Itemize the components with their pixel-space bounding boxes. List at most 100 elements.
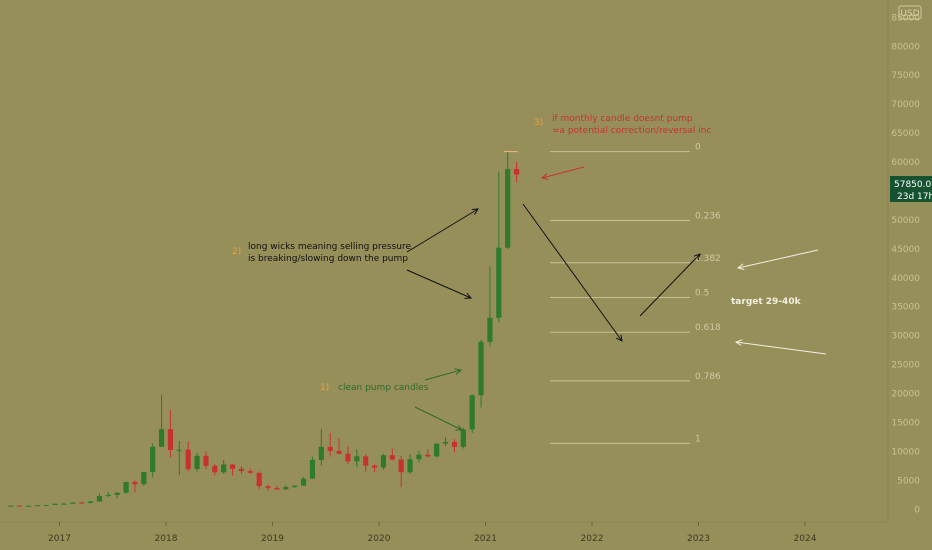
candle-body <box>256 472 262 487</box>
x-tick-label: 2021 <box>474 534 497 544</box>
candle-body <box>274 487 280 490</box>
candle-body <box>185 449 191 470</box>
fib-level-label: 0.786 <box>695 372 721 382</box>
annotation-3-line1: if monthly candle doesnt pump <box>552 114 693 124</box>
y-tick-label: 20000 <box>891 390 920 400</box>
currency-badge-label: USD <box>900 9 919 19</box>
y-tick-label: 5000 <box>897 476 920 486</box>
candle-body <box>398 459 404 473</box>
x-tick-label: 2017 <box>48 534 71 544</box>
candle-body <box>87 501 94 504</box>
candle-body <box>469 395 475 430</box>
annotation-arrows <box>406 166 827 430</box>
fib-level-label: 0.5 <box>695 288 709 298</box>
candle-body <box>70 502 76 504</box>
candle-body <box>221 464 227 473</box>
y-tick-label: 0 <box>914 505 920 515</box>
x-tick-label: 2022 <box>581 534 604 544</box>
annotation-3-number: 3) <box>534 118 543 128</box>
current-price: 57850.0 <box>894 180 931 190</box>
y-tick-label: 70000 <box>891 100 920 110</box>
candle-body <box>434 443 440 457</box>
candle-body <box>505 169 511 248</box>
candle-body <box>327 446 333 451</box>
candle-body <box>478 341 484 396</box>
y-tick-label: 80000 <box>891 42 920 52</box>
annotation-1-text: clean pump candles <box>338 383 429 393</box>
currency-badge[interactable] <box>898 5 922 20</box>
candle-body <box>43 505 49 507</box>
target-label: target 29-40k <box>731 297 802 307</box>
price-tag <box>890 176 932 202</box>
x-tick-label: 2020 <box>368 534 391 544</box>
x-tick-label: 2018 <box>155 534 178 544</box>
x-tick-label: 2023 <box>687 534 710 544</box>
arrow-to-0618 <box>736 342 827 355</box>
candle-body <box>212 465 218 473</box>
y-tick-label: 75000 <box>891 71 920 81</box>
candle-body <box>8 505 14 507</box>
candle-body <box>229 464 236 469</box>
candle-body <box>238 468 245 472</box>
candle-body <box>132 481 138 485</box>
candle-body <box>318 446 324 460</box>
candle-body <box>389 455 395 460</box>
candle-body <box>203 455 209 466</box>
arrow-to-current-candle <box>542 166 585 178</box>
candle-body <box>114 492 120 495</box>
y-tick-label: 60000 <box>891 158 920 168</box>
candle-body <box>451 441 458 447</box>
candle-body <box>105 494 111 497</box>
y-tick-label: 35000 <box>891 303 920 313</box>
arrow-projected-drop <box>522 203 622 341</box>
candle-body <box>150 446 156 472</box>
candle-body <box>371 465 378 468</box>
arrow-to-0382 <box>738 249 819 268</box>
fib-level-label: 0.382 <box>695 254 721 264</box>
candle-body <box>176 449 182 451</box>
y-tick-label: 45000 <box>891 245 920 255</box>
y-tick-label: 10000 <box>891 447 920 457</box>
candle-body <box>96 496 103 502</box>
fib-level-label: 0.236 <box>695 212 721 222</box>
arrow-pump-candle-2 <box>414 406 462 430</box>
candle-body <box>141 471 147 485</box>
candle-body <box>407 459 413 473</box>
candle-body <box>380 455 387 468</box>
arrow-to-upper-wick <box>406 209 478 253</box>
fibonacci-retracement[interactable]: 0 0.236 0.382 0.5 0.618 0.786 1 <box>550 143 721 445</box>
candle-body <box>345 453 351 462</box>
y-tick-label: 85000 <box>891 13 920 23</box>
annotation-1-number: 1) <box>320 383 329 393</box>
candle-body <box>25 505 32 507</box>
x-tick-label: 2019 <box>261 534 284 544</box>
annotation-2-line2: is breaking/slowing down the pump <box>248 254 408 264</box>
candle-body <box>79 502 85 504</box>
time-axis: 2017 2018 2019 2020 2021 2022 2023 2024 <box>0 521 888 544</box>
candle-body <box>309 459 316 479</box>
candle-body <box>34 505 40 507</box>
candles <box>8 151 520 507</box>
x-tick-label: 2024 <box>794 534 817 544</box>
annotation-2-line1: long wicks meaning selling pressure <box>248 242 412 252</box>
candle-body <box>336 450 342 454</box>
candle-body <box>460 429 466 447</box>
y-tick-label: 30000 <box>891 332 920 342</box>
arrow-to-lower-wick <box>406 269 471 298</box>
annotation-2-number: 2) <box>232 247 241 257</box>
fib-level-label: 0.618 <box>695 323 721 333</box>
candle-body <box>513 169 520 175</box>
y-tick-label: 65000 <box>891 129 920 139</box>
candle-body <box>300 478 307 486</box>
arrow-pump-candle-1 <box>424 370 461 381</box>
candle-body <box>194 455 200 470</box>
annotation-3-line2: =a potential correction/reversal inc <box>552 126 711 136</box>
fib-level-label: 1 <box>695 434 701 444</box>
candle-body <box>354 456 360 462</box>
candle-body <box>496 247 502 318</box>
candle-body <box>265 486 271 488</box>
candle-body <box>247 471 253 473</box>
candle-body <box>363 456 369 466</box>
